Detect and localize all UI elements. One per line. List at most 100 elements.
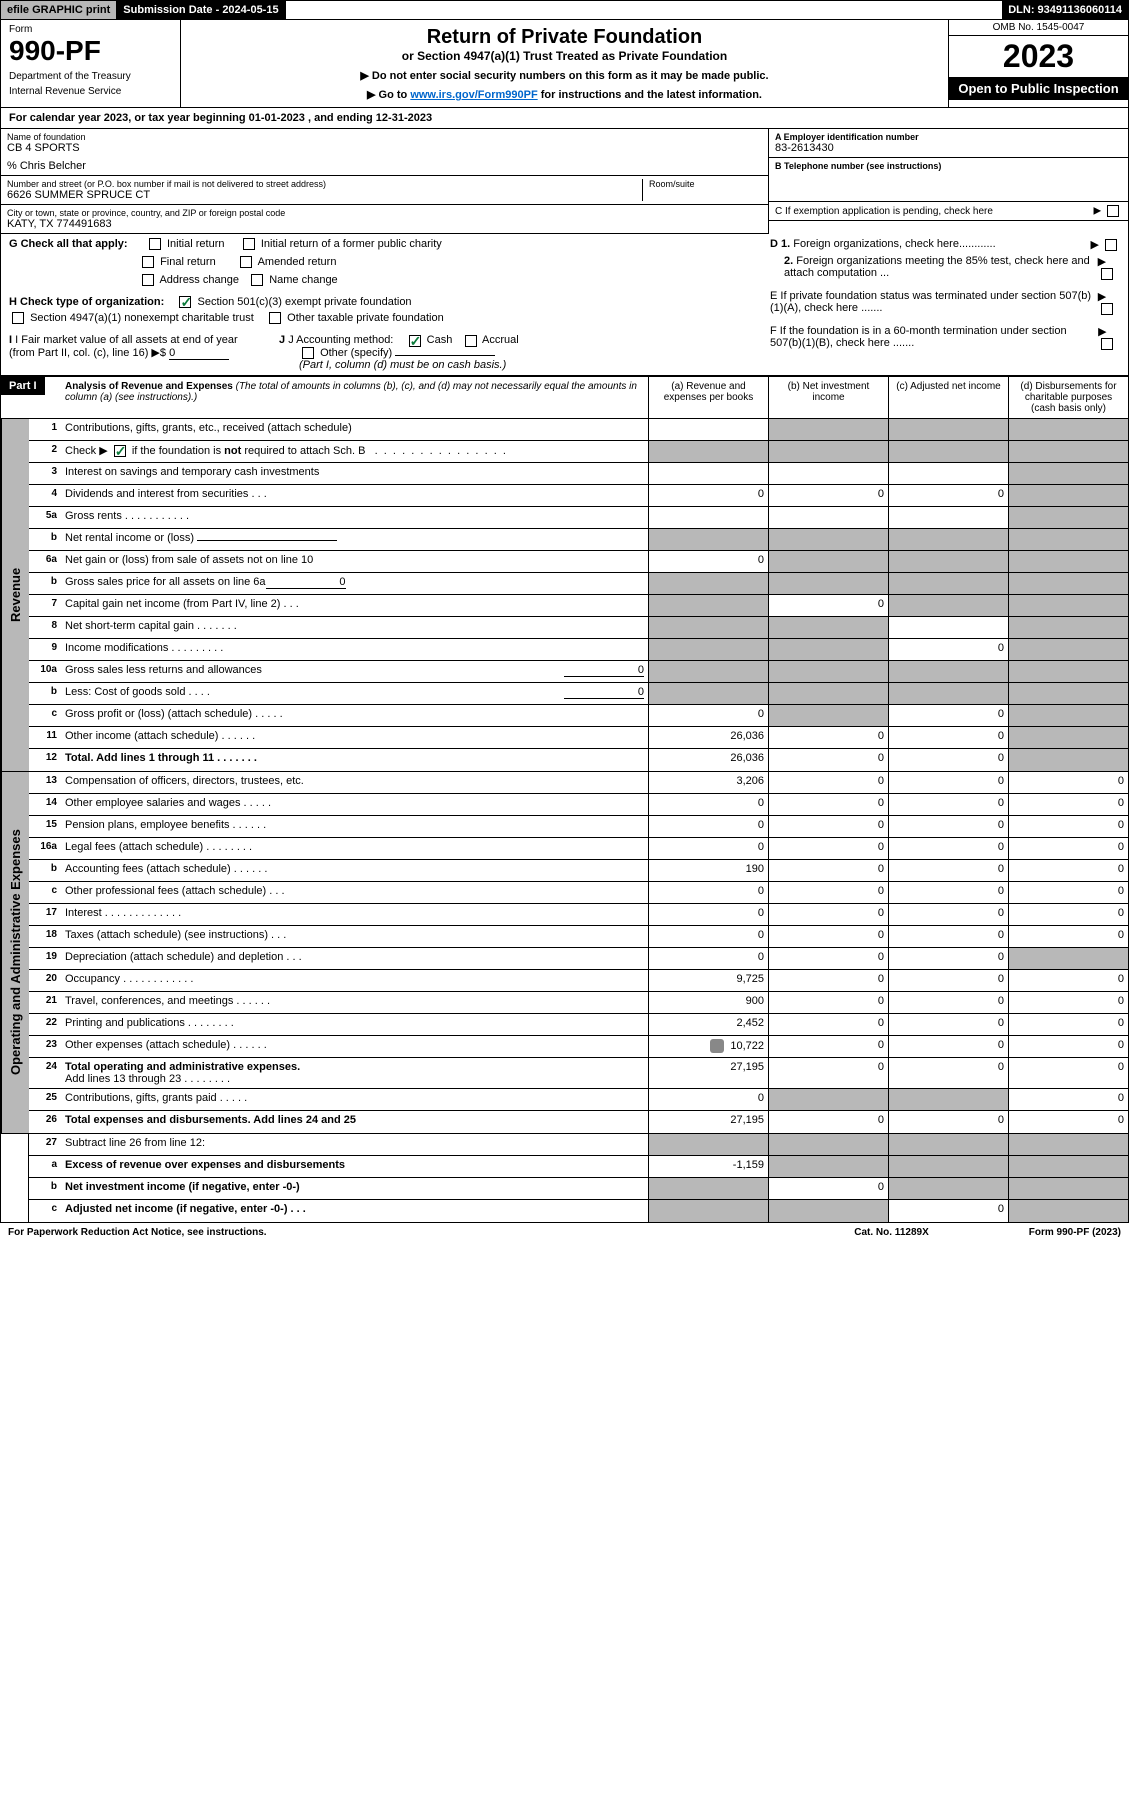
row-27c: Adjusted net income (if negative, enter … — [61, 1200, 648, 1222]
501c3-checkbox[interactable] — [179, 296, 191, 308]
addr-label: Number and street (or P.O. box number if… — [7, 179, 642, 189]
cash-checkbox[interactable] — [409, 335, 421, 347]
final-return-checkbox[interactable] — [142, 256, 154, 268]
part1-badge: Part I — [1, 377, 45, 395]
form-number: 990-PF — [9, 35, 172, 67]
row-4: Dividends and interest from securities .… — [61, 485, 648, 506]
tax-year: 2023 — [949, 36, 1128, 77]
row-9: Income modifications . . . . . . . . . — [61, 639, 648, 660]
row-16c: Other professional fees (attach schedule… — [61, 882, 648, 903]
check-options: G Check all that apply: Initial return I… — [0, 234, 1129, 376]
paperwork-notice: For Paperwork Reduction Act Notice, see … — [8, 1227, 267, 1238]
name-change-checkbox[interactable] — [251, 274, 263, 286]
4947-checkbox[interactable] — [12, 312, 24, 324]
fmv-value: 0 — [169, 347, 229, 360]
row-5a: Gross rents . . . . . . . . . . . — [61, 507, 648, 528]
name-change-label: Name change — [269, 274, 338, 286]
ein-label: A Employer identification number — [775, 132, 1122, 142]
g-label: G Check all that apply: — [9, 238, 128, 250]
row-18: Taxes (attach schedule) (see instruction… — [61, 926, 648, 947]
form-header: Form 990-PF Department of the Treasury I… — [0, 20, 1129, 108]
row-5b: Net rental income or (loss) — [61, 529, 648, 550]
row-17: Interest . . . . . . . . . . . . . — [61, 904, 648, 925]
foundation-info: Name of foundation CB 4 SPORTS % Chris B… — [0, 129, 1129, 234]
row-22: Printing and publications . . . . . . . … — [61, 1014, 648, 1035]
other-method-checkbox[interactable] — [302, 347, 314, 359]
j-label: J — [279, 334, 285, 346]
form-subtitle: or Section 4947(a)(1) Trust Treated as P… — [187, 49, 942, 63]
row-24: Total operating and administrative expen… — [61, 1058, 648, 1088]
row-1: Contributions, gifts, grants, etc., rece… — [61, 419, 648, 440]
row-20: Occupancy . . . . . . . . . . . . — [61, 970, 648, 991]
other-taxable-label: Other taxable private foundation — [287, 312, 444, 324]
row-10a: Gross sales less returns and allowances … — [61, 661, 648, 682]
city-state-zip: KATY, TX 774491683 — [7, 218, 762, 230]
sch-b-checkbox[interactable] — [114, 445, 126, 457]
name-label: Name of foundation — [7, 132, 762, 142]
addr-change-label: Address change — [159, 274, 239, 286]
f-label: F If the foundation is in a 60-month ter… — [770, 325, 1098, 350]
street-address: 6626 SUMMER SPRUCE CT — [7, 189, 642, 201]
amended-checkbox[interactable] — [240, 256, 252, 268]
attachment-icon[interactable] — [710, 1039, 724, 1053]
pending-label: C If exemption application is pending, c… — [775, 206, 993, 217]
submission-date: Submission Date - 2024-05-15 — [117, 1, 285, 19]
row-10b: Less: Cost of goods sold . . . . 0 — [61, 683, 648, 704]
accrual-checkbox[interactable] — [465, 335, 477, 347]
initial-former-label: Initial return of a former public charit… — [261, 238, 442, 250]
row-11: Other income (attach schedule) . . . . .… — [61, 727, 648, 748]
phone-label: B Telephone number (see instructions) — [775, 161, 1122, 171]
row-26: Total expenses and disbursements. Add li… — [61, 1111, 648, 1133]
cash-label: Cash — [427, 334, 453, 346]
row-15: Pension plans, employee benefits . . . .… — [61, 816, 648, 837]
row-3: Interest on savings and temporary cash i… — [61, 463, 648, 484]
row-16b: Accounting fees (attach schedule) . . . … — [61, 860, 648, 881]
final-return-label: Final return — [160, 256, 216, 268]
f-checkbox[interactable] — [1101, 338, 1113, 350]
d2-checkbox[interactable] — [1101, 268, 1113, 280]
row-8: Net short-term capital gain . . . . . . … — [61, 617, 648, 638]
row-27: Subtract line 26 from line 12: — [61, 1134, 648, 1155]
form-ref: Form 990-PF (2023) — [1029, 1227, 1121, 1238]
city-label: City or town, state or province, country… — [7, 208, 762, 218]
form-title: Return of Private Foundation — [187, 26, 942, 49]
efile-print-button[interactable]: efile GRAPHIC print — [1, 1, 117, 19]
dln: DLN: 93491136060114 — [1002, 1, 1128, 19]
row-14: Other employee salaries and wages . . . … — [61, 794, 648, 815]
row-27a: Excess of revenue over expenses and disb… — [61, 1156, 648, 1177]
other-taxable-checkbox[interactable] — [269, 312, 281, 324]
ein: 83-2613430 — [775, 142, 1122, 154]
pending-checkbox[interactable] — [1107, 205, 1119, 217]
dept-treasury: Department of the Treasury — [9, 71, 172, 82]
room-label: Room/suite — [649, 179, 762, 189]
foundation-name: CB 4 SPORTS — [7, 142, 762, 154]
row-23: Other expenses (attach schedule) . . . .… — [61, 1036, 648, 1057]
part1-title: Analysis of Revenue and Expenses — [65, 381, 233, 392]
row-2: Check ▶ if the foundation is not require… — [61, 441, 648, 462]
row-7: Capital gain net income (from Part IV, l… — [61, 595, 648, 616]
e-checkbox[interactable] — [1101, 303, 1113, 315]
catalog-number: Cat. No. 11289X — [854, 1227, 928, 1238]
other-method-label: Other (specify) — [320, 347, 392, 359]
expenses-side-label: Operating and Administrative Expenses — [1, 772, 29, 1133]
omb-number: OMB No. 1545-0047 — [949, 20, 1128, 36]
e-label: E If private foundation status was termi… — [770, 290, 1098, 315]
irs-link[interactable]: www.irs.gov/Form990PF — [410, 89, 537, 101]
cash-basis-note: (Part I, column (d) must be on cash basi… — [279, 359, 760, 371]
row-19: Depreciation (attach schedule) and deple… — [61, 948, 648, 969]
col-a-header: (a) Revenue and expenses per books — [648, 377, 768, 418]
row-6a: Net gain or (loss) from sale of assets n… — [61, 551, 648, 572]
col-d-header: (d) Disbursements for charitable purpose… — [1008, 377, 1128, 418]
initial-former-checkbox[interactable] — [243, 238, 255, 250]
row-16a: Legal fees (attach schedule) . . . . . .… — [61, 838, 648, 859]
row-13: Compensation of officers, directors, tru… — [61, 772, 648, 793]
d1-checkbox[interactable] — [1105, 239, 1117, 251]
dept-irs: Internal Revenue Service — [9, 86, 172, 97]
form-note-link: ▶ Go to www.irs.gov/Form990PF for instru… — [187, 88, 942, 101]
d1-label: D 1. Foreign organizations, check here..… — [770, 238, 996, 251]
form-note-ssn: ▶ Do not enter social security numbers o… — [187, 69, 942, 82]
initial-return-checkbox[interactable] — [149, 238, 161, 250]
row-6b: Gross sales price for all assets on line… — [61, 573, 648, 594]
addr-change-checkbox[interactable] — [142, 274, 154, 286]
row-27b: Net investment income (if negative, ente… — [61, 1178, 648, 1199]
